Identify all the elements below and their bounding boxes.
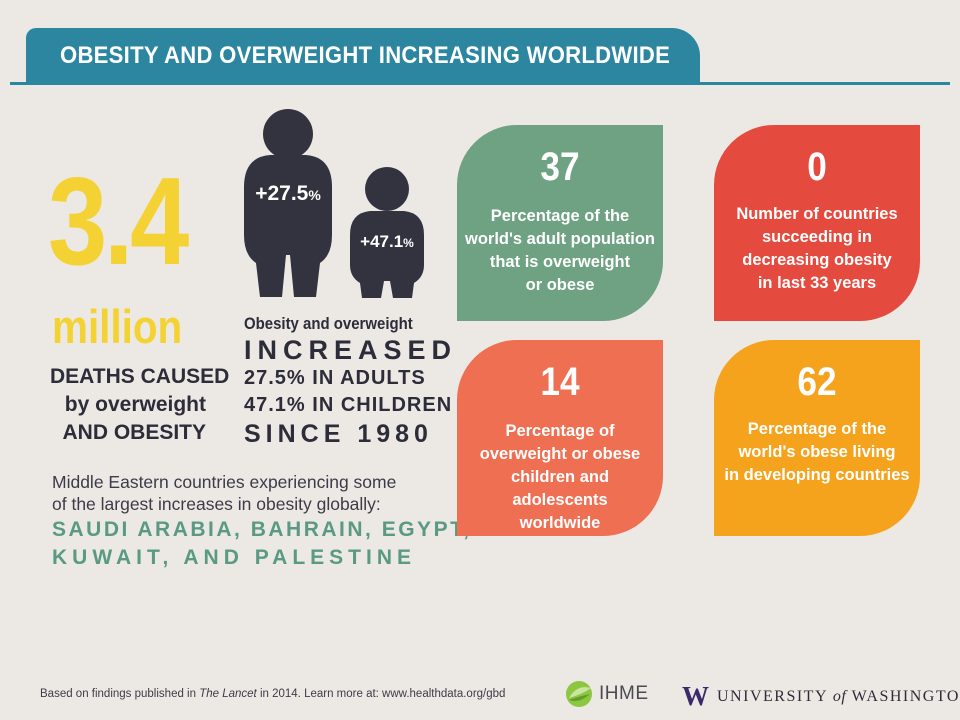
stat-description: Number of countries succeeding in decreasi… bbox=[736, 205, 898, 292]
deaths-number: 3.4 bbox=[48, 153, 189, 291]
increase-line: SINCE 1980 bbox=[244, 420, 433, 448]
adult-increase-label: +27.5% bbox=[255, 182, 321, 205]
stat-description: Percentage of overweight or obese children… bbox=[479, 422, 641, 532]
mideast-line: Middle Eastern countries experiencing so… bbox=[52, 472, 397, 492]
increase-summary: Obesity and overweight INCREASED 27.5% I… bbox=[244, 313, 457, 449]
stat-description: Percentage of the world's adult populatio… bbox=[465, 207, 655, 294]
uw-wordmark: UNIVERSITY of WASHINGTON bbox=[717, 687, 960, 705]
countries-list: SAUDI ARABIA, BAHRAIN, EGYPT, KUWAIT, AN… bbox=[52, 516, 471, 572]
million-label: million bbox=[52, 300, 183, 353]
uw-logo: W UNIVERSITY of WASHINGTON bbox=[682, 683, 960, 710]
stat-card-developing-countries: 62 Percentage of the world's obese living… bbox=[714, 340, 920, 536]
stat-number: 14 bbox=[540, 360, 580, 404]
stat-number: 62 bbox=[797, 360, 837, 404]
child-figure-icon bbox=[350, 167, 424, 298]
mideast-caption: Middle Eastern countries experiencing so… bbox=[52, 471, 396, 515]
stat-description: Percentage of the world's obese living in … bbox=[724, 420, 910, 484]
adult-figure-icon bbox=[244, 109, 332, 297]
countries-line: SAUDI ARABIA, BAHRAIN, EGYPT, bbox=[52, 518, 472, 541]
deaths-line: by overweight bbox=[64, 393, 206, 416]
deaths-caption: DEATHS CAUSED by overweight AND OBESITY bbox=[50, 363, 230, 447]
ihme-logo: IHME bbox=[565, 680, 649, 708]
ihme-label: IHME bbox=[599, 683, 649, 704]
increase-line: Obesity and overweight bbox=[244, 314, 413, 333]
header-banner: OBESITY AND OVERWEIGHT INCREASING WORLDW… bbox=[26, 28, 700, 84]
stat-card-countries-decreasing: 0 Number of countries succeeding in decrea… bbox=[714, 125, 920, 321]
stat-number: 37 bbox=[540, 145, 580, 189]
deaths-line: AND OBESITY bbox=[62, 421, 206, 444]
stat-card-adult-overweight: 37 Percentage of the world's adult popula… bbox=[457, 125, 663, 321]
source-note: Based on findings published in The Lance… bbox=[40, 688, 506, 700]
mideast-line: of the largest increases in obesity glob… bbox=[52, 494, 381, 514]
countries-line: KUWAIT, AND PALESTINE bbox=[52, 546, 417, 569]
stat-number: 0 bbox=[807, 145, 827, 189]
uw-w-mark: W bbox=[682, 681, 709, 711]
deaths-line: DEATHS CAUSED bbox=[50, 365, 230, 388]
people-figures: +27.5% +47.1% bbox=[244, 109, 424, 298]
increase-line: 27.5% IN ADULTS bbox=[244, 367, 426, 389]
increase-line: INCREASED bbox=[244, 335, 458, 365]
stat-card-children-overweight: 14 Percentage of overweight or obese child… bbox=[457, 340, 663, 536]
header-rule bbox=[10, 82, 950, 85]
child-increase-label: +47.1% bbox=[360, 232, 414, 251]
page-title: OBESITY AND OVERWEIGHT INCREASING WORLDW… bbox=[60, 42, 671, 69]
ihme-leaf-icon bbox=[566, 681, 592, 707]
increase-line: 47.1% IN CHILDREN bbox=[244, 394, 453, 416]
